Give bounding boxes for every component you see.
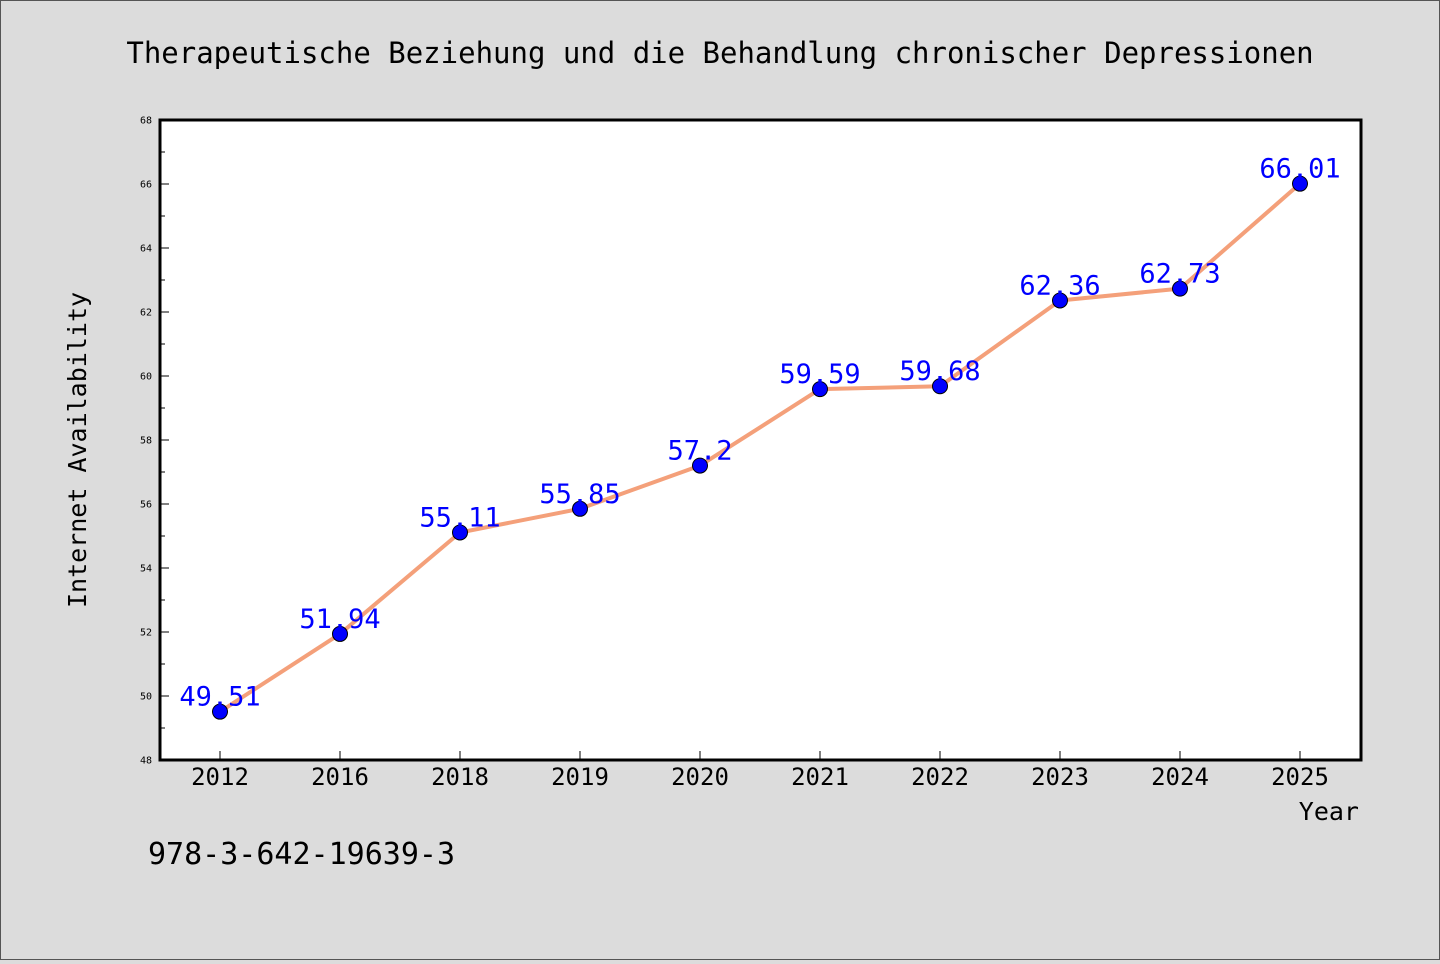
data-label: 66.01 — [1259, 154, 1340, 185]
y-tick-label: 60 — [140, 372, 152, 383]
data-label: 62.36 — [1019, 270, 1100, 301]
y-tick-label: 48 — [140, 756, 152, 767]
data-label: 57.2 — [667, 436, 732, 467]
y-tick-label: 62 — [140, 308, 152, 319]
data-point — [812, 381, 828, 398]
isbn-text: 978-3-642-19639-3 — [148, 837, 455, 872]
y-tick-label: 52 — [140, 628, 152, 639]
data-label: 62.73 — [1139, 259, 1220, 290]
y-tick-label: 50 — [140, 692, 152, 703]
data-point — [1172, 280, 1188, 297]
x-tick-label: 2020 — [671, 763, 729, 791]
x-tick-label: 2016 — [311, 763, 369, 791]
x-tick-label: 2019 — [551, 763, 609, 791]
x-tick-label: 2023 — [1031, 763, 1089, 791]
data-point — [572, 500, 588, 517]
data-point — [692, 457, 708, 474]
data-point — [1052, 292, 1068, 309]
data-label: 59.68 — [899, 356, 980, 387]
data-label: 59.59 — [779, 359, 860, 390]
data-label: 49.51 — [179, 682, 260, 713]
series-layer: 49.51 51.94 55.11 55.85 57.2 59.59 59.68 62.36 6… — [179, 154, 1341, 720]
y-axis: 48 50 52 54 56 58 60 62 64 66 68 — [140, 116, 169, 767]
data-point — [932, 378, 948, 395]
data-point — [332, 625, 348, 642]
y-tick-label: 66 — [140, 180, 152, 191]
data-label: 55.11 — [419, 502, 500, 533]
series-line — [218, 182, 1302, 714]
y-tick-label: 68 — [140, 116, 152, 127]
x-axis: 2012 2016 2018 2019 2020 2021 2022 2023 2024 2025 — [191, 751, 1329, 791]
data-point — [212, 703, 228, 720]
data-label: 55.85 — [539, 479, 620, 510]
y-tick-label: 64 — [140, 244, 152, 255]
data-label: 51.94 — [299, 604, 380, 635]
x-tick-label: 2018 — [431, 763, 489, 791]
y-axis-label: Internet Availability — [63, 292, 92, 608]
x-tick-label: 2025 — [1271, 763, 1329, 791]
y-tick-label: 54 — [140, 564, 152, 575]
data-point — [452, 524, 468, 541]
x-tick-label: 2024 — [1151, 763, 1209, 791]
y-tick-label: 58 — [140, 436, 152, 447]
data-point — [1292, 175, 1308, 192]
y-tick-label: 56 — [140, 500, 152, 511]
plot-border — [158, 118, 1363, 762]
x-axis-label: Year — [1299, 797, 1359, 826]
x-tick-label: 2012 — [191, 763, 249, 791]
plot-area — [160, 120, 1361, 760]
chart-title: Therapeutische Beziehung und die Behandl… — [126, 36, 1313, 70]
x-tick-label: 2021 — [791, 763, 849, 791]
x-tick-label: 2022 — [911, 763, 969, 791]
